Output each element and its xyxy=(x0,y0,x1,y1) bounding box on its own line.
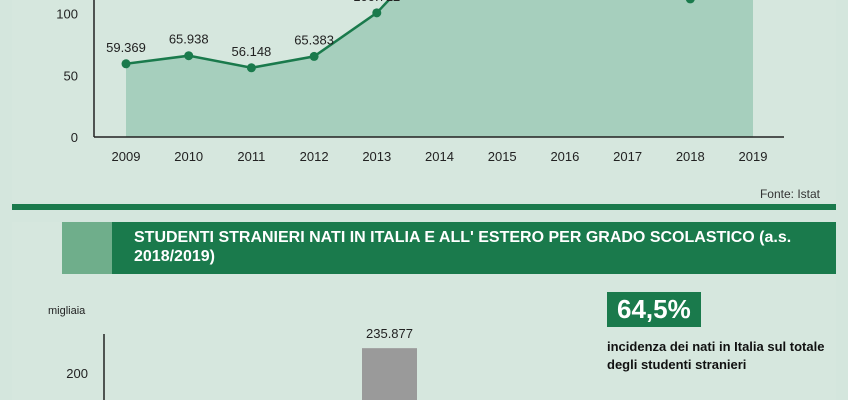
data-point xyxy=(685,0,695,4)
area-fill xyxy=(126,0,753,137)
y-tick-label: 50 xyxy=(64,68,78,83)
data-point xyxy=(372,8,382,18)
x-tick-label: 2015 xyxy=(488,149,517,164)
data-label: 59.369 xyxy=(106,40,146,55)
section-divider xyxy=(12,204,836,210)
y-tick-label: 0 xyxy=(71,130,78,145)
x-tick-label: 2011 xyxy=(237,149,265,164)
line-chart: 0 50 100 2009 2010 2011 2012 2013 2014 2015 2016 20… xyxy=(56,0,784,164)
x-tick-label: 2014 xyxy=(425,149,454,164)
source-label: Fonte: Istat xyxy=(759,187,820,201)
data-label: 56.148 xyxy=(232,44,272,59)
x-tick-label: 2010 xyxy=(174,149,203,164)
data-point xyxy=(309,51,319,61)
data-label: 100.712 xyxy=(353,0,400,4)
bar-value-label: 235.877 xyxy=(366,326,413,341)
series-line xyxy=(125,0,391,70)
header-accent-light xyxy=(12,222,62,274)
percentage-caption: incidenza dei nati in Italia sul totale … xyxy=(607,339,825,372)
x-tick-label: 2017 xyxy=(613,149,642,164)
data-point xyxy=(121,59,131,69)
x-tick-label: 2012 xyxy=(300,149,329,164)
bar xyxy=(362,348,417,400)
x-tick-label: 2018 xyxy=(676,149,705,164)
data-label: 65.938 xyxy=(169,32,209,47)
section-title: STUDENTI STRANIERI NATI IN ITALIA E ALL'… xyxy=(134,229,792,265)
data-point xyxy=(184,51,194,61)
y-tick-label: 100 xyxy=(56,7,78,22)
x-tick-label: 2009 xyxy=(112,149,141,164)
x-tick-label: 2016 xyxy=(550,149,579,164)
x-tick-label: 2013 xyxy=(362,149,391,164)
y-axis-unit: migliaia xyxy=(48,305,86,317)
data-label: 65.383 xyxy=(294,32,334,47)
data-point xyxy=(246,63,256,73)
y-tick-label: 200 xyxy=(66,366,88,381)
header-accent-mid xyxy=(62,222,112,274)
x-tick-label: 2019 xyxy=(739,149,768,164)
section-header xyxy=(12,222,836,274)
percentage-badge: 64,5% xyxy=(607,292,701,327)
bar-chart: migliaia 200 235.877 xyxy=(48,305,417,400)
